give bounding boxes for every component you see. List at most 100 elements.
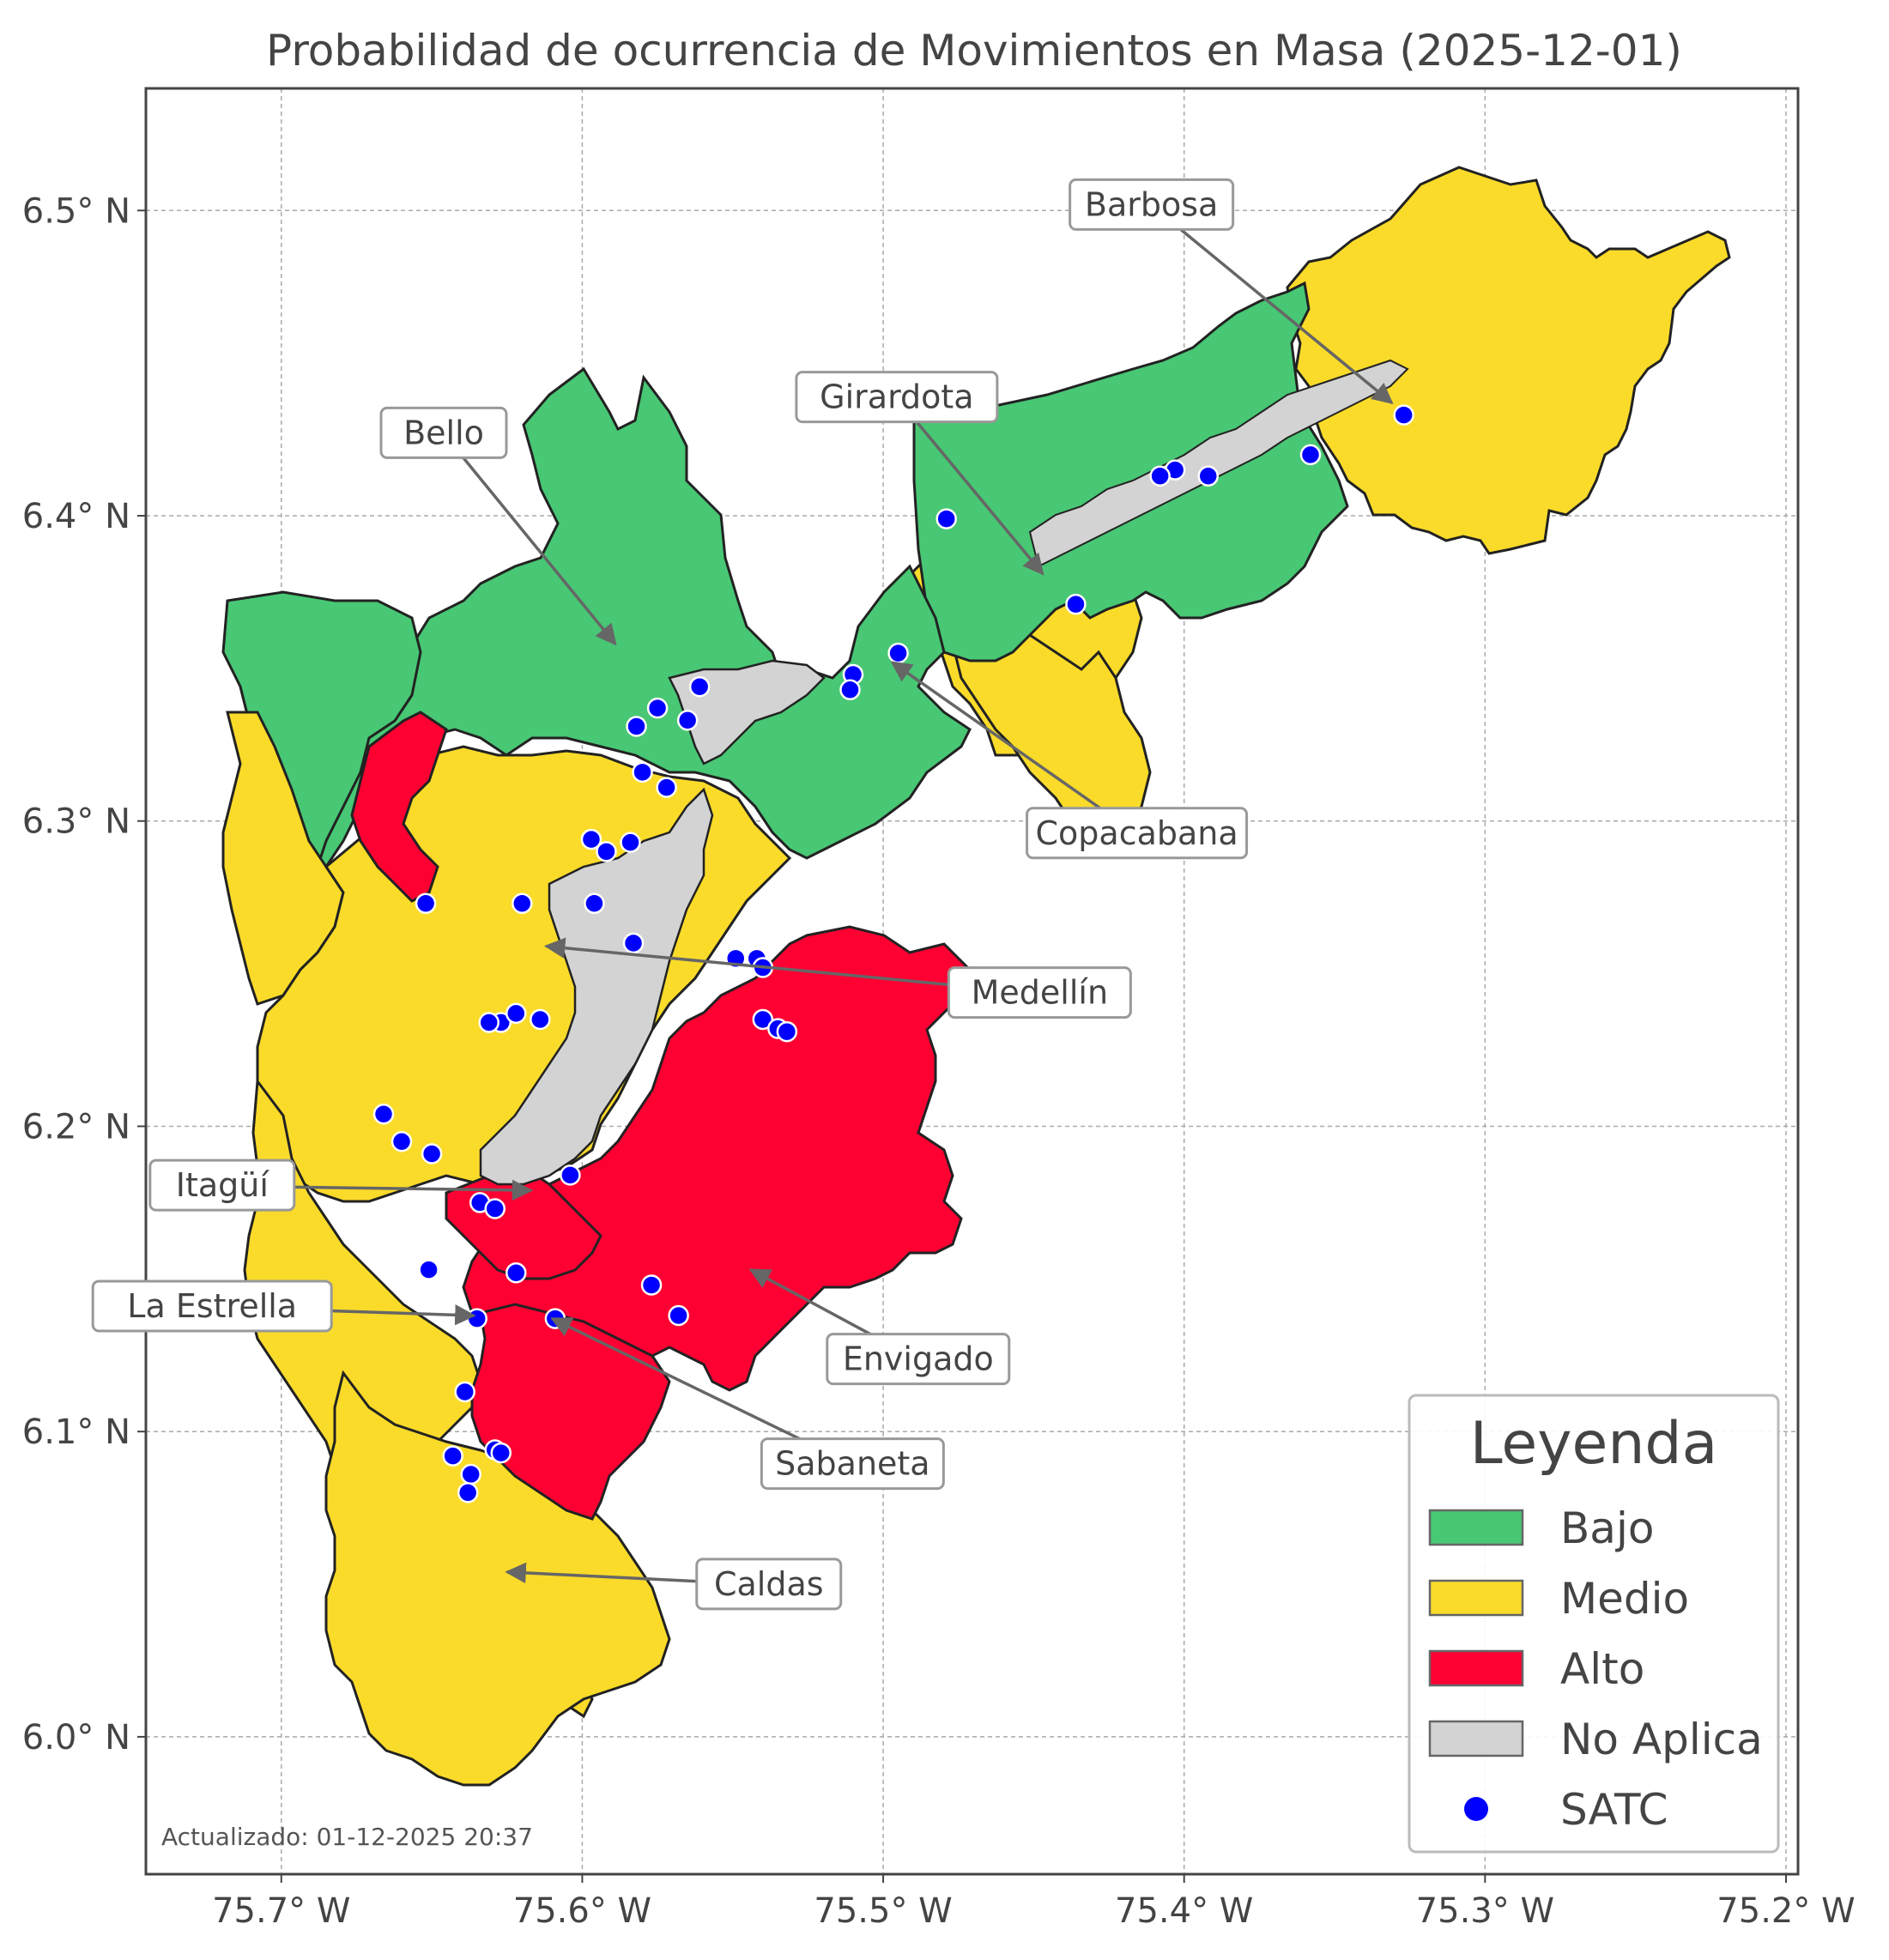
legend-label: Medio [1560, 1574, 1689, 1624]
plot-frame [144, 87, 1800, 1876]
satc-station-point [668, 1304, 689, 1327]
callout-arrow [1150, 204, 1394, 404]
municipality-callout: La Estrella [91, 1279, 476, 1333]
municipality-callout: Copacabana [890, 661, 1249, 860]
municipality-callout: Caldas [505, 1558, 843, 1611]
satc-station-point [466, 1308, 487, 1329]
region-bajo-northeast [912, 281, 1349, 662]
satc-station-point [839, 679, 861, 701]
callout-box [148, 1158, 296, 1212]
callout-arrow [895, 396, 1044, 576]
municipality-callout: Girardota [795, 371, 1044, 576]
municipality-name: Envigado [843, 1340, 994, 1378]
callout-box [826, 1333, 1011, 1386]
satc-station-point [646, 697, 669, 719]
satc-station-point [415, 892, 437, 915]
satc-station-point [632, 761, 653, 783]
footnote: Actualizado: 01-12-2025 20:37 [161, 1823, 533, 1851]
satc-station-point [418, 1259, 439, 1280]
callout-box [695, 1558, 843, 1611]
municipality-name: Itagüí [176, 1166, 270, 1204]
municipality-name: La Estrella [127, 1287, 297, 1325]
satc-station-point [1299, 444, 1322, 466]
satc-station-point [640, 1274, 663, 1296]
x-tick-label: 75.2° W [1716, 1891, 1855, 1931]
satc-station-point [421, 1143, 443, 1165]
satc-station-point [626, 716, 647, 737]
legend-swatch [1428, 1509, 1524, 1546]
satc-station-point [620, 832, 641, 853]
y-tick-label: 6.0° N [22, 1718, 130, 1757]
satc-station-point [391, 1131, 413, 1152]
satc-station-point [622, 932, 645, 954]
satc-station-point [887, 642, 909, 664]
satc-station-point [688, 675, 711, 698]
satc-station-point [676, 710, 699, 731]
y-tick-label: 6.1° N [22, 1413, 130, 1452]
municipality-name: Bello [403, 414, 484, 451]
satc-station-point [752, 1008, 774, 1031]
municipality-callout: Sabaneta [550, 1317, 945, 1491]
legend-swatch [1428, 1649, 1524, 1687]
legend-label: Bajo [1560, 1503, 1654, 1553]
satc-station-point [490, 1442, 512, 1464]
satc-station-point [454, 1381, 475, 1403]
callout-box [1069, 178, 1235, 231]
municipality-callout: Envigado [748, 1268, 1011, 1386]
satc-station-point [460, 1463, 481, 1485]
callout-box [1026, 807, 1249, 860]
satc-station-point [1197, 465, 1220, 487]
satc-station-point [560, 1165, 581, 1186]
y-tick-label: 6.5° N [22, 191, 130, 231]
satc-station-point [1065, 593, 1087, 615]
region-noaplica-girardota [1028, 359, 1409, 568]
satc-station-point [935, 508, 957, 529]
x-tick-label: 75.6° W [513, 1891, 651, 1931]
municipality-callout: Medellín [543, 937, 1132, 1019]
municipality-callout: Bello [379, 406, 617, 646]
satc-station-point [1393, 404, 1414, 426]
callout-box [760, 1437, 945, 1491]
x-tick-label: 75.7° W [212, 1891, 350, 1931]
satc-stations [372, 404, 1414, 1503]
region-medio-main [1286, 166, 1731, 555]
satc-station-point [442, 1445, 463, 1467]
satc-station-point [580, 828, 602, 850]
municipality-callout: Itagüí [148, 1158, 534, 1212]
satc-station-point [457, 1482, 479, 1503]
municipality-name: Copacabana [1036, 814, 1238, 852]
axis-ticks: 75.7° W 75.6° W 75.5° W 75.4° W 75.3° W 75.2°… [22, 191, 1856, 1931]
satc-station-point [584, 892, 605, 915]
legend-swatch [1428, 1579, 1524, 1617]
callout-box [795, 371, 999, 424]
map-title: Probabilidad de ocurrencia de Movimiento… [266, 26, 1682, 76]
satc-station-point [478, 1012, 499, 1033]
satc-station-point [530, 1008, 551, 1031]
municipality-name: Sabaneta [775, 1445, 929, 1483]
legend-label: SATC [1560, 1785, 1668, 1835]
y-tick-label: 6.4° N [22, 497, 130, 536]
municipality-name: Barbosa [1085, 185, 1218, 223]
satc-station-point [656, 777, 677, 798]
legend-marker [1464, 1797, 1488, 1821]
region-alto-south [470, 1303, 671, 1521]
satc-station-point [506, 1261, 527, 1284]
municipality-labels: Barbosa Girardota Bello Copacabana Medellín I… [91, 178, 1394, 1611]
satc-station-point [1149, 465, 1171, 487]
satc-station-point [506, 1002, 527, 1025]
satc-station-point [776, 1020, 798, 1043]
x-tick-label: 75.5° W [814, 1891, 952, 1931]
municipality-name: Girardota [820, 378, 973, 416]
legend-swatch [1428, 1720, 1524, 1757]
y-tick-label: 6.2° N [22, 1107, 130, 1146]
satc-station-point [512, 892, 533, 915]
x-tick-label: 75.4° W [1115, 1891, 1253, 1931]
municipality-name: Medellín [972, 974, 1108, 1012]
callout-box [379, 406, 508, 459]
municipality-name: Caldas [714, 1565, 824, 1603]
callout-box [947, 966, 1132, 1019]
legend-label: Alto [1560, 1644, 1644, 1694]
region-alto-east [462, 925, 972, 1392]
